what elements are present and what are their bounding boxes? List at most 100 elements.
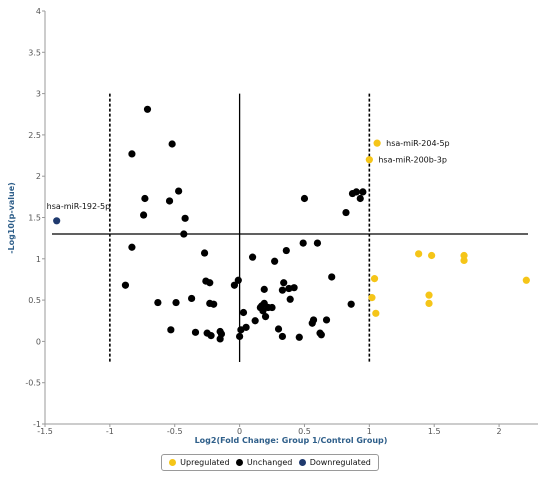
legend-item-unchanged[interactable]: Unchanged xyxy=(235,458,293,467)
legend: Upregulated Unchanged Downregulated xyxy=(161,454,379,471)
point-annotation-label: hsa-miR-200b-3p xyxy=(378,156,447,165)
unchanged-point xyxy=(271,257,279,265)
point-annotations: hsa-miR-204-5p hsa-miR-200b-3p hsa-miR-192… xyxy=(47,139,450,211)
upregulated-point xyxy=(425,291,433,299)
unchanged-point xyxy=(278,332,287,341)
unchanged-point xyxy=(167,326,175,334)
legend-label-downregulated: Downregulated xyxy=(309,458,371,467)
unchanged-point xyxy=(328,273,336,281)
data-points xyxy=(53,105,530,343)
x-tick-label: 1.5 xyxy=(428,427,441,436)
upregulated-point xyxy=(368,294,376,302)
unchanged-point xyxy=(282,246,290,255)
unchanged-point xyxy=(165,197,174,205)
unchanged-point xyxy=(191,328,200,336)
point-annotation-label: hsa-miR-192-5p xyxy=(47,202,111,211)
unchanged-point xyxy=(299,239,307,247)
unchanged-point xyxy=(206,279,214,287)
unchanged-point xyxy=(128,150,136,158)
upregulated-point xyxy=(460,251,468,260)
y-tick-label: 1.5 xyxy=(28,214,41,223)
upregulated-point xyxy=(373,139,381,147)
unchanged-point xyxy=(200,249,209,257)
legend-label-upregulated: Upregulated xyxy=(180,458,230,467)
unchanged-point xyxy=(274,325,283,333)
unchanged-point xyxy=(309,316,318,324)
y-tick-label: 3 xyxy=(36,90,41,99)
x-tick-label: 1 xyxy=(367,427,372,436)
unchanged-point xyxy=(347,300,355,308)
unchanged-point xyxy=(259,307,267,315)
unchanged-point xyxy=(278,286,287,294)
downregulated-dot-icon xyxy=(298,459,306,466)
unchanged-point xyxy=(251,317,259,325)
upregulated-point xyxy=(365,156,373,164)
unchanged-point xyxy=(172,298,180,307)
unchanged-point xyxy=(317,331,325,339)
unchanged-point xyxy=(154,298,162,307)
x-tick-label: -1.5 xyxy=(37,427,53,436)
point-annotation-label: hsa-miR-204-5p xyxy=(386,139,450,148)
x-tick-label: 0 xyxy=(237,427,242,436)
y-tick-label: 3.5 xyxy=(28,48,41,57)
unchanged-point xyxy=(230,281,239,289)
unchanged-point xyxy=(260,285,268,293)
unchanged-point xyxy=(342,208,350,217)
unchanged-point xyxy=(128,243,136,251)
y-tick-label: -0.5 xyxy=(25,379,41,388)
unchanged-point xyxy=(143,105,152,113)
x-axis-title: Log2(Fold Change: Group 1/Control Group) xyxy=(195,436,388,445)
unchanged-point xyxy=(236,332,244,341)
unchanged-point xyxy=(121,281,130,289)
unchanged-point xyxy=(280,279,288,287)
unchanged-point xyxy=(216,335,224,343)
unchanged-point xyxy=(175,187,183,195)
unchanged-point xyxy=(210,300,218,308)
unchanged-point xyxy=(356,194,364,203)
unchanged-point xyxy=(207,332,215,340)
unchanged-point xyxy=(290,284,298,292)
unchanged-point xyxy=(140,211,148,219)
unchanged-point xyxy=(239,308,248,317)
y-tick-label: 2 xyxy=(36,172,41,181)
upregulated-point xyxy=(415,250,423,258)
unchanged-dot-icon xyxy=(235,459,243,466)
unchanged-point xyxy=(295,333,303,341)
upregulated-point xyxy=(428,251,436,260)
unchanged-point xyxy=(188,294,196,303)
x-tick-label: 2 xyxy=(497,427,502,436)
unchanged-point xyxy=(313,239,322,247)
upregulated-point xyxy=(460,256,468,265)
y-tick-label: -1 xyxy=(33,420,41,429)
legend-item-downregulated[interactable]: Downregulated xyxy=(298,458,371,467)
unchanged-point xyxy=(322,316,331,324)
y-tick-label: 1 xyxy=(36,255,41,264)
unchanged-point xyxy=(286,295,294,303)
unchanged-point xyxy=(268,303,276,312)
upregulated-point xyxy=(522,276,530,284)
y-tick-label: 4 xyxy=(36,7,41,16)
unchanged-point xyxy=(237,326,245,334)
unchanged-point xyxy=(180,230,188,238)
upregulated-point xyxy=(372,309,380,317)
x-tick-label: -1 xyxy=(106,427,114,436)
unchanged-point xyxy=(352,188,360,196)
axis-ticks: -1.5 -1 -0.5 0 0.5 1 1.5 2-1-0.500.511.522.533.… xyxy=(25,7,501,436)
legend-item-upregulated[interactable]: Upregulated xyxy=(169,458,230,467)
unchanged-point xyxy=(248,253,257,261)
downregulated-point xyxy=(53,217,61,225)
unchanged-point xyxy=(261,313,270,321)
legend-label-unchanged: Unchanged xyxy=(246,458,293,467)
unchanged-point xyxy=(359,188,367,196)
plot-frame xyxy=(44,11,538,425)
unchanged-point xyxy=(300,194,309,203)
y-tick-label: 2.5 xyxy=(28,131,41,140)
y-axis-title: -Log10(p-value) xyxy=(7,182,16,254)
unchanged-point xyxy=(234,276,242,284)
upregulated-point xyxy=(370,275,379,283)
unchanged-point xyxy=(168,140,176,148)
upregulated-point xyxy=(425,299,433,308)
guide-lines xyxy=(52,93,528,363)
y-tick-label: 0 xyxy=(36,337,41,346)
